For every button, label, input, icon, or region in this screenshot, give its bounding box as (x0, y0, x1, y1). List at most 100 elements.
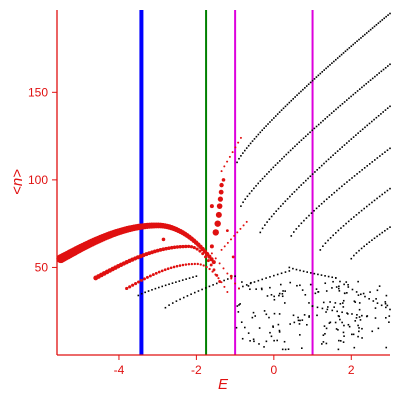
black-point-c3-23 (348, 179, 351, 181)
black-cluster-point-119 (238, 304, 240, 306)
black-point-c0-75 (381, 19, 384, 21)
black-point-c0-14 (263, 127, 265, 129)
black-cluster-point-63 (334, 302, 337, 304)
black-cluster-point-52 (247, 332, 250, 334)
black-point-c6-13 (181, 279, 184, 281)
red-point-band2-20 (184, 263, 188, 266)
red-point-band0-69 (211, 260, 216, 265)
black-cluster-point-35 (317, 291, 320, 293)
black-point-c1-41 (328, 114, 331, 116)
black-point-c0-11 (257, 133, 260, 136)
black-cluster-point-1 (332, 280, 334, 283)
red-curve-point-1-3 (230, 238, 233, 241)
red-curve-point-2-5 (230, 277, 233, 280)
black-cluster-point-34 (358, 316, 361, 318)
black-point-c1-10 (261, 177, 264, 180)
black-point-c3-38 (386, 149, 389, 152)
black-cluster-point-150 (384, 302, 387, 305)
black-point-c1-17 (276, 162, 279, 164)
red-curve-point-0-3 (228, 155, 231, 158)
black-point-c2-26 (318, 166, 321, 169)
black-point-c3-18 (336, 189, 338, 192)
black-point-c0-56 (344, 50, 347, 53)
black-point-c3-24 (351, 177, 353, 179)
black-point-c0-39 (311, 79, 314, 82)
black-point-c9-4 (302, 270, 305, 273)
black-point-c1-42 (330, 112, 333, 114)
black-cluster-point-70 (289, 323, 291, 325)
black-cluster-point-148 (338, 285, 340, 288)
red-point-band1-25 (164, 246, 168, 251)
red-point-4 (217, 196, 224, 202)
black-cluster-point-7 (324, 332, 326, 335)
black-point-c0-61 (354, 42, 356, 44)
black-cluster-point-134 (244, 326, 246, 329)
black-point-c0-5 (245, 147, 248, 149)
black-point-c3-10 (315, 207, 318, 210)
black-point-c4-12 (350, 218, 353, 220)
black-cluster-point-112 (345, 281, 348, 283)
black-cluster-point-91 (281, 293, 284, 295)
black-cluster-point-51 (247, 285, 250, 287)
black-cluster-point-133 (308, 315, 310, 317)
black-point-c3-9 (313, 209, 315, 212)
black-point-c1-19 (281, 157, 283, 160)
red-curve-point-1-1 (223, 245, 226, 248)
red-point-band2-19 (181, 263, 185, 267)
black-point-c0-50 (333, 60, 335, 63)
red-point-band1-23 (158, 248, 163, 252)
black-cluster-point-138 (311, 305, 314, 308)
black-point-c3-36 (381, 153, 384, 155)
black-point-c7-1 (168, 304, 170, 306)
black-point-c11-4 (331, 309, 334, 312)
black-point-c1-29 (302, 137, 305, 140)
black-point-c5-15 (389, 226, 391, 228)
black-point-c1-40 (326, 116, 329, 118)
black-cluster-point-14 (299, 319, 301, 322)
black-point-c1-67 (384, 66, 387, 69)
black-point-c6-14 (185, 278, 187, 280)
black-cluster-point-10 (251, 316, 254, 319)
black-cluster-point-139 (322, 341, 325, 343)
red-curve-point-0-7 (239, 136, 242, 139)
black-point-c6-0 (137, 294, 140, 297)
black-cluster-point-86 (249, 288, 251, 291)
red-curve-point-0-4 (231, 151, 234, 154)
black-cluster-point-155 (241, 337, 244, 340)
black-point-c7-11 (204, 287, 207, 289)
black-point-c0-8 (251, 140, 254, 142)
black-cluster-point-151 (308, 302, 310, 304)
black-point-c0-68 (367, 30, 370, 33)
black-cluster-point-143 (325, 311, 327, 313)
black-point-c2-12 (286, 198, 289, 200)
black-point-c3-8 (310, 212, 313, 214)
black-point-c4-26 (386, 189, 389, 192)
black-point-c7-4 (179, 298, 181, 301)
black-cluster-point-41 (265, 313, 268, 316)
black-point-c0-40 (313, 78, 316, 80)
black-point-c2-19 (302, 182, 305, 184)
black-point-c2-32 (332, 154, 334, 157)
black-cluster-point-90 (273, 298, 276, 301)
black-cluster-point-47 (388, 315, 391, 317)
black-cluster-point-69 (283, 302, 286, 304)
red-point-band1-42 (212, 268, 216, 272)
black-point-c2-43 (357, 132, 359, 134)
black-point-c4-6 (334, 232, 337, 234)
black-point-c2-7 (275, 210, 278, 213)
black-point-c8-5 (257, 279, 260, 282)
black-point-c2-54 (382, 111, 384, 113)
black-point-c11-3 (326, 308, 329, 311)
black-cluster-point-16 (258, 327, 261, 329)
black-point-c0-63 (358, 38, 360, 41)
data-points (56, 12, 391, 351)
black-point-c9-12 (331, 276, 334, 279)
black-point-c4-3 (327, 239, 329, 242)
red-point-band2-9 (151, 273, 155, 277)
black-point-c1-60 (369, 79, 372, 81)
black-point-c7-7 (190, 293, 192, 296)
red-point-band1-31 (181, 244, 185, 249)
black-point-c3-12 (320, 202, 323, 205)
black-cluster-point-96 (353, 346, 356, 349)
black-cluster-point-146 (357, 294, 360, 296)
